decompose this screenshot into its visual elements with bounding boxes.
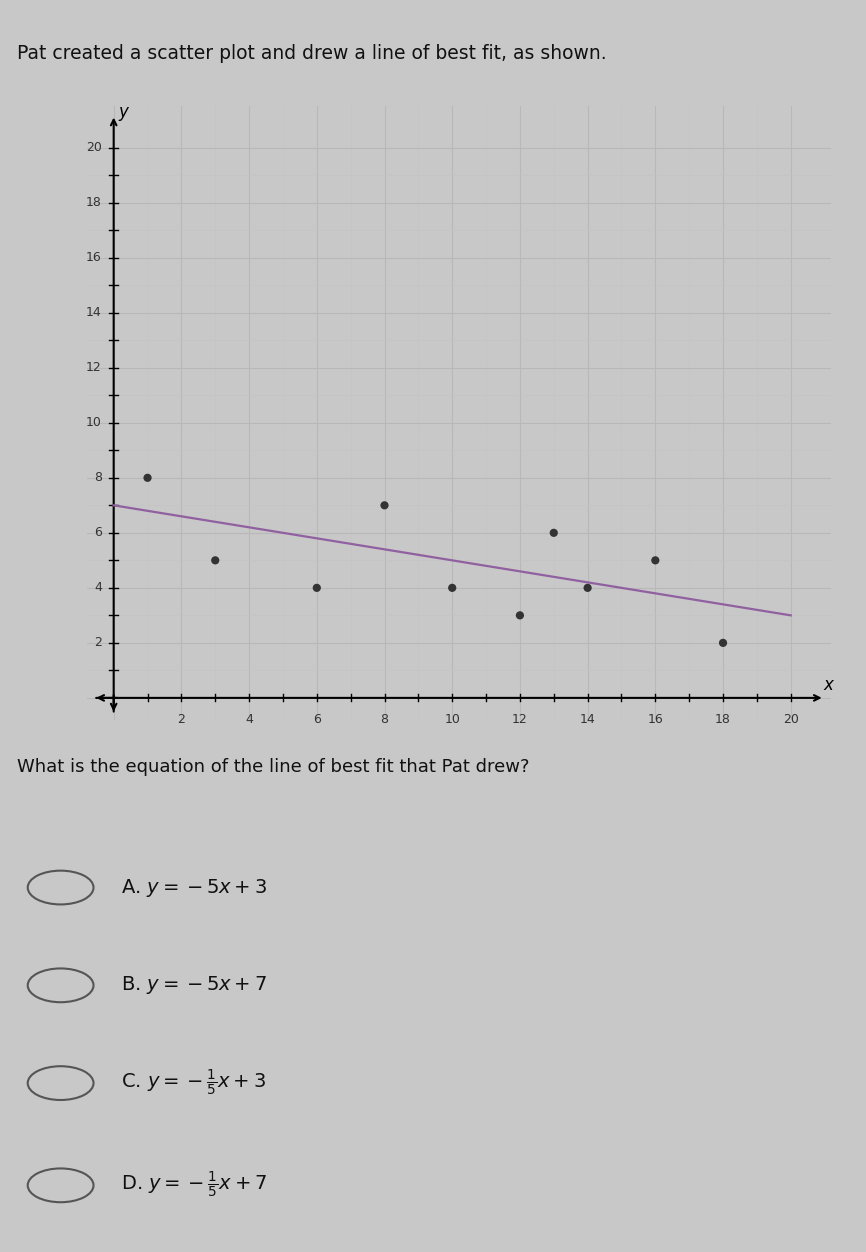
Text: B. $y=-5x+7$: B. $y=-5x+7$ [121, 974, 267, 997]
Text: x: x [823, 676, 833, 694]
Text: 8: 8 [380, 714, 389, 726]
Point [310, 578, 324, 598]
Point [581, 578, 595, 598]
Text: 12: 12 [86, 362, 102, 374]
Text: A. $y=-5x+3$: A. $y=-5x+3$ [121, 876, 267, 899]
Text: Pat created a scatter plot and drew a line of best fit, as shown.: Pat created a scatter plot and drew a li… [17, 44, 607, 63]
Text: What is the equation of the line of best fit that Pat drew?: What is the equation of the line of best… [17, 757, 530, 776]
Text: D. $y=-\frac{1}{5}x+7$: D. $y=-\frac{1}{5}x+7$ [121, 1171, 268, 1201]
Text: 12: 12 [512, 714, 527, 726]
Text: 20: 20 [86, 141, 102, 154]
Point [513, 606, 527, 626]
Text: y: y [119, 103, 129, 121]
Text: 18: 18 [86, 197, 102, 209]
Text: 16: 16 [86, 252, 102, 264]
Point [140, 468, 154, 488]
Point [378, 496, 391, 516]
Point [649, 551, 662, 571]
Point [209, 551, 223, 571]
Text: 20: 20 [783, 714, 798, 726]
Text: 10: 10 [86, 416, 102, 429]
Text: 18: 18 [715, 714, 731, 726]
Text: 14: 14 [86, 307, 102, 319]
Text: C. $y=-\frac{1}{5}x+3$: C. $y=-\frac{1}{5}x+3$ [121, 1068, 266, 1098]
Point [445, 578, 459, 598]
Point [716, 632, 730, 652]
Text: 16: 16 [648, 714, 663, 726]
Text: 14: 14 [579, 714, 596, 726]
Text: 2: 2 [178, 714, 185, 726]
Text: 6: 6 [94, 526, 102, 540]
Point [546, 523, 560, 543]
Text: 4: 4 [245, 714, 253, 726]
Text: 4: 4 [94, 581, 102, 595]
Text: 10: 10 [444, 714, 460, 726]
Text: 8: 8 [94, 471, 102, 485]
Text: 6: 6 [313, 714, 320, 726]
Text: 2: 2 [94, 636, 102, 650]
